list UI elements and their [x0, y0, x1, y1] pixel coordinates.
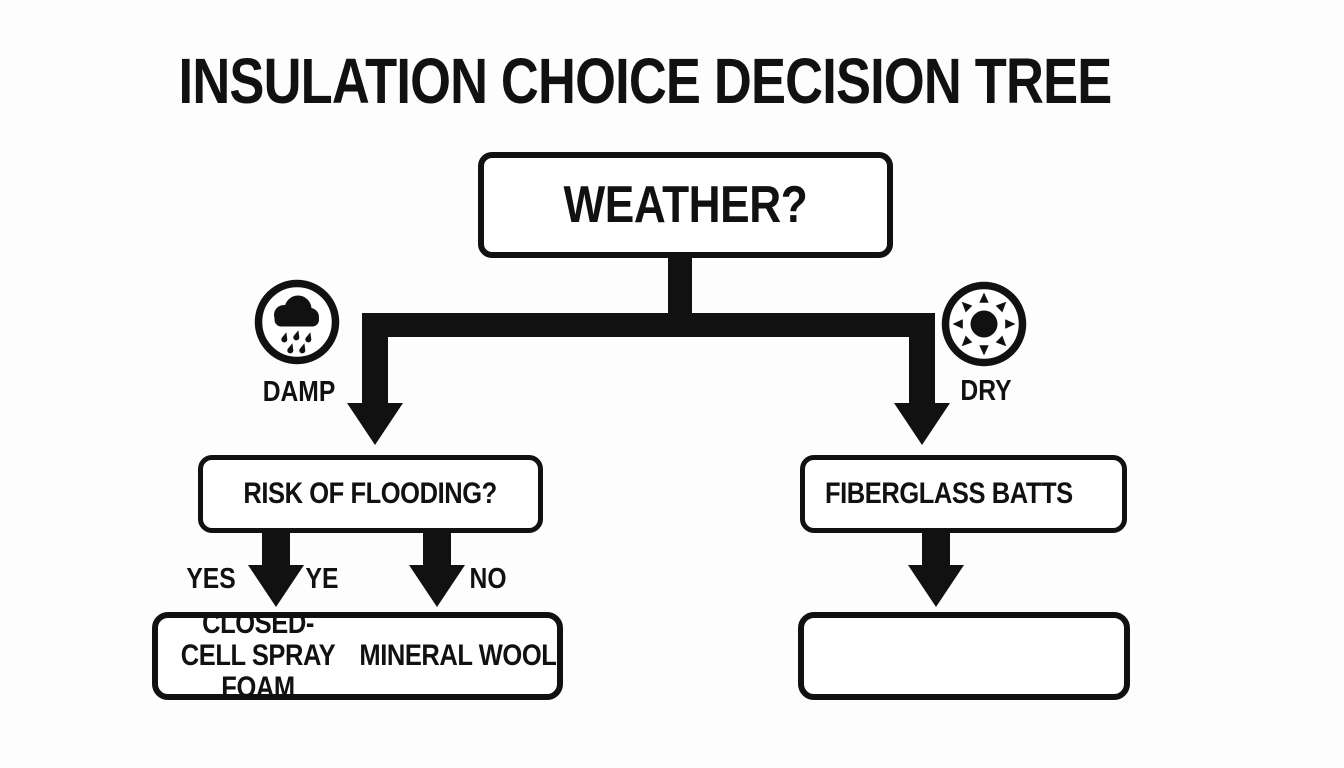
connector-yes-branch [262, 530, 290, 568]
outcome-mineral-wool-label: MINERAL WOOL [359, 639, 557, 672]
node-damp-outcomes: CLOSED-CELL SPRAY FOAM MINERAL WOOL [152, 608, 563, 704]
node-risk-label: RISK OF FLOODING? [243, 477, 498, 510]
sun-icon [940, 280, 1028, 368]
node-weather-label: WEATHER? [563, 176, 808, 234]
connector-no-branch [423, 530, 451, 568]
branch-damp-label: DAMP [262, 376, 336, 408]
arrowhead-fiberglass-icon [908, 565, 964, 607]
node-weather: WEATHER? [478, 152, 893, 258]
branch-yes-label: YES [186, 563, 236, 595]
outcome-spray-foam-label: CLOSED-CELL SPRAY FOAM [180, 607, 336, 704]
rain-cloud-icon [253, 278, 341, 366]
node-fiberglass-label: FIBERGLASS BATTS [825, 477, 1073, 510]
arrowhead-yes-icon [248, 565, 304, 607]
outcome-mineral-wool: MINERAL WOOL [358, 618, 557, 694]
connector-root-trunk [668, 254, 692, 315]
connector-dry-branch [909, 313, 935, 405]
node-dry-final-empty-box [798, 612, 1130, 700]
node-fiberglass-batts: FIBERGLASS BATTS [800, 455, 1127, 533]
node-risk-of-flooding: RISK OF FLOODING? [198, 455, 543, 533]
outcome-closed-cell-spray-foam: CLOSED-CELL SPRAY FOAM [158, 608, 358, 704]
branch-dry-label: DRY [960, 375, 1012, 407]
branch-no-label: NO [469, 563, 507, 595]
arrowhead-no-icon [409, 565, 465, 607]
connector-fiberglass-branch [922, 530, 950, 568]
page-title: INSULATION CHOICE DECISION TREE [178, 45, 1113, 117]
connector-damp-branch [362, 313, 388, 405]
connector-branch-bar [362, 313, 935, 337]
branch-ye-label: YE [305, 563, 339, 595]
arrowhead-damp-icon [347, 403, 403, 445]
arrowhead-dry-icon [894, 403, 950, 445]
